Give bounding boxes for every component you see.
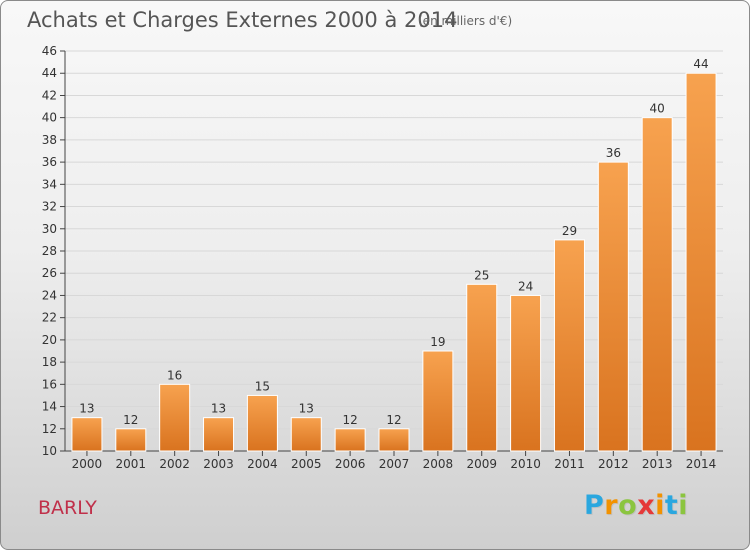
bar-2014 (685, 72, 717, 452)
chart-title: Achats et Charges Externes 2000 à 2014 (27, 8, 458, 32)
bars (71, 72, 717, 452)
data-label-2003: 13 (211, 402, 226, 416)
x-tick-label-2010: 2010 (510, 457, 541, 471)
x-tick-label-2011: 2011 (554, 457, 585, 471)
x-tick-label-2012: 2012 (598, 457, 629, 471)
data-labels: 13 12 16 13 15 13 12 12 19 25 24 29 36 40 44 (79, 57, 708, 427)
y-tick-label: 28 (42, 244, 57, 258)
chart-unit-label: (en milliers d'€) (418, 14, 513, 28)
y-tick-label: 22 (42, 311, 57, 325)
y-tick-label: 24 (42, 288, 57, 302)
x-tick-label-2006: 2006 (335, 457, 366, 471)
x-tick-label-2007: 2007 (379, 457, 410, 471)
data-label-2013: 40 (650, 102, 665, 116)
bar-2003 (203, 417, 235, 452)
brand-letter: x (637, 490, 656, 521)
y-tick-label: 34 (42, 177, 57, 191)
commune-name: BARLY (38, 497, 97, 519)
x-tick-label-2002: 2002 (159, 457, 190, 471)
bar-2009 (466, 283, 498, 452)
y-tick-label: 10 (42, 444, 57, 458)
brand-letter: r (604, 490, 619, 521)
y-tick-label: 32 (42, 200, 57, 214)
y-tick-label: 18 (42, 355, 57, 369)
bar-2010 (510, 294, 542, 452)
y-tick-label: 16 (42, 377, 57, 391)
data-label-2008: 19 (430, 335, 445, 349)
bar-2001 (115, 428, 147, 452)
bar-2008 (422, 350, 454, 452)
x-tick-label-2003: 2003 (203, 457, 234, 471)
y-tick-label: 44 (42, 66, 57, 80)
x-tick-label-2005: 2005 (291, 457, 322, 471)
bar-2002 (159, 383, 191, 452)
y-tick-labels: 10 12 14 16 18 20 22 24 26 28 30 32 34 36 38 40 42 44 46 (42, 44, 65, 458)
y-tick-label: 40 (42, 111, 57, 125)
data-label-2000: 13 (79, 402, 94, 416)
y-tick-label: 30 (42, 222, 57, 236)
x-tick-label-2009: 2009 (466, 457, 497, 471)
data-label-2010: 24 (518, 279, 533, 293)
bar-2011 (553, 239, 585, 452)
data-label-2012: 36 (606, 146, 621, 160)
y-tick-label: 42 (42, 88, 57, 102)
data-label-2011: 29 (562, 224, 577, 238)
brand-letter: t (664, 490, 679, 521)
y-tick-label: 14 (42, 400, 57, 414)
bar-2000 (71, 417, 103, 452)
x-tick-label-2001: 2001 (116, 457, 147, 471)
x-tick-label-2004: 2004 (247, 457, 278, 471)
y-tick-label: 38 (42, 133, 57, 147)
data-label-2001: 12 (123, 413, 138, 427)
data-label-2002: 16 (167, 368, 182, 382)
bar-2006 (334, 428, 366, 452)
data-label-2014: 44 (693, 57, 708, 71)
data-label-2006: 12 (342, 413, 357, 427)
bar-2005 (290, 417, 322, 452)
brand-letter: i (655, 490, 665, 521)
x-tick-label-2008: 2008 (423, 457, 454, 471)
data-label-2004: 15 (255, 379, 270, 393)
brand-letter: o (618, 490, 638, 521)
data-label-2007: 12 (386, 413, 401, 427)
brand-logo: Proxiti (584, 489, 688, 523)
x-tick-label-2013: 2013 (642, 457, 673, 471)
x-tick-label-2014: 2014 (686, 457, 717, 471)
bar-2007 (378, 428, 410, 452)
y-tick-label: 36 (42, 155, 57, 169)
bar-2012 (597, 161, 629, 452)
brand-letter: P (584, 490, 605, 521)
x-tick-labels: 2000 2001 2002 2003 2004 2005 2006 2007 2008 2009… (72, 451, 717, 471)
bar-2013 (641, 117, 673, 452)
data-label-2005: 13 (299, 402, 314, 416)
y-tick-label: 26 (42, 266, 57, 280)
y-tick-label: 46 (42, 44, 57, 58)
x-tick-label-2000: 2000 (72, 457, 103, 471)
bar-2004 (246, 394, 278, 452)
brand-letter: i (678, 490, 689, 521)
y-tick-label: 20 (42, 333, 57, 347)
data-label-2009: 25 (474, 268, 489, 282)
y-tick-label: 12 (42, 422, 57, 436)
